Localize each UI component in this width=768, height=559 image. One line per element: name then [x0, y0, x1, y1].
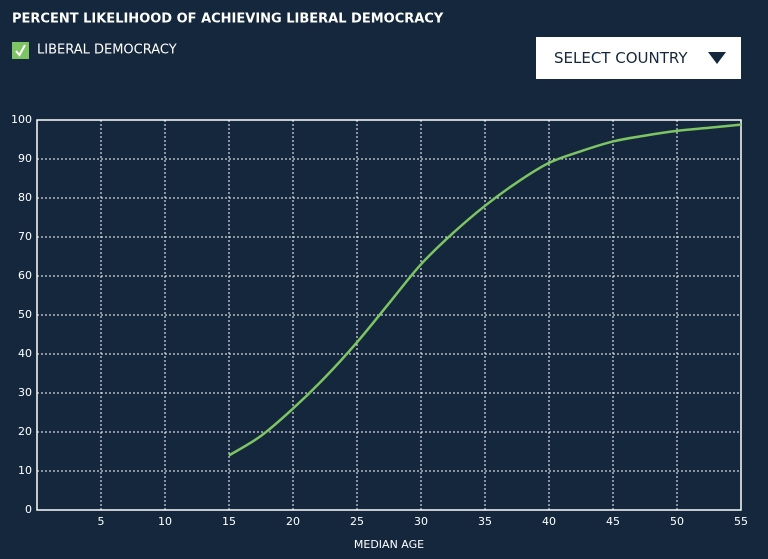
x-tick-label: 45 [606, 515, 620, 528]
legend-label: LIBERAL DEMOCRACY [37, 43, 177, 58]
y-tick-label: 90 [18, 152, 32, 165]
y-tick-label: 40 [18, 347, 32, 360]
y-tick-label: 10 [18, 464, 32, 477]
x-tick-label: 55 [734, 515, 748, 528]
y-tick-label: 60 [18, 269, 32, 282]
y-tick-label: 80 [18, 191, 32, 204]
x-tick-label: 15 [222, 515, 236, 528]
x-tick-label: 40 [542, 515, 556, 528]
y-tick-label: 100 [11, 113, 32, 126]
country-select[interactable]: SELECT COUNTRY [536, 37, 741, 79]
check-icon [15, 44, 26, 57]
x-tick-label: 20 [286, 515, 300, 528]
x-tick-label: 25 [350, 515, 364, 528]
plot-frame [36, 119, 742, 511]
dropdown-arrow [708, 52, 726, 64]
x-tick-label: 5 [98, 515, 105, 528]
x-tick-label: 30 [414, 515, 428, 528]
x-tick-label: 35 [478, 515, 492, 528]
y-tick-label: 50 [18, 308, 32, 321]
y-tick-label: 20 [18, 425, 32, 438]
x-tick-label: 10 [158, 515, 172, 528]
y-tick-label: 0 [25, 503, 32, 516]
x-tick-label: 50 [670, 515, 684, 528]
series-line [228, 123, 742, 457]
chart-title: PERCENT LIKELIHOOD OF ACHIEVING LIBERAL … [12, 12, 444, 27]
y-tick-label: 70 [18, 230, 32, 243]
select-label: SELECT COUNTRY [554, 49, 688, 67]
y-tick-label: 30 [18, 386, 32, 399]
x-axis-label: MEDIAN AGE [354, 538, 424, 551]
legend-checkbox[interactable] [12, 42, 29, 59]
